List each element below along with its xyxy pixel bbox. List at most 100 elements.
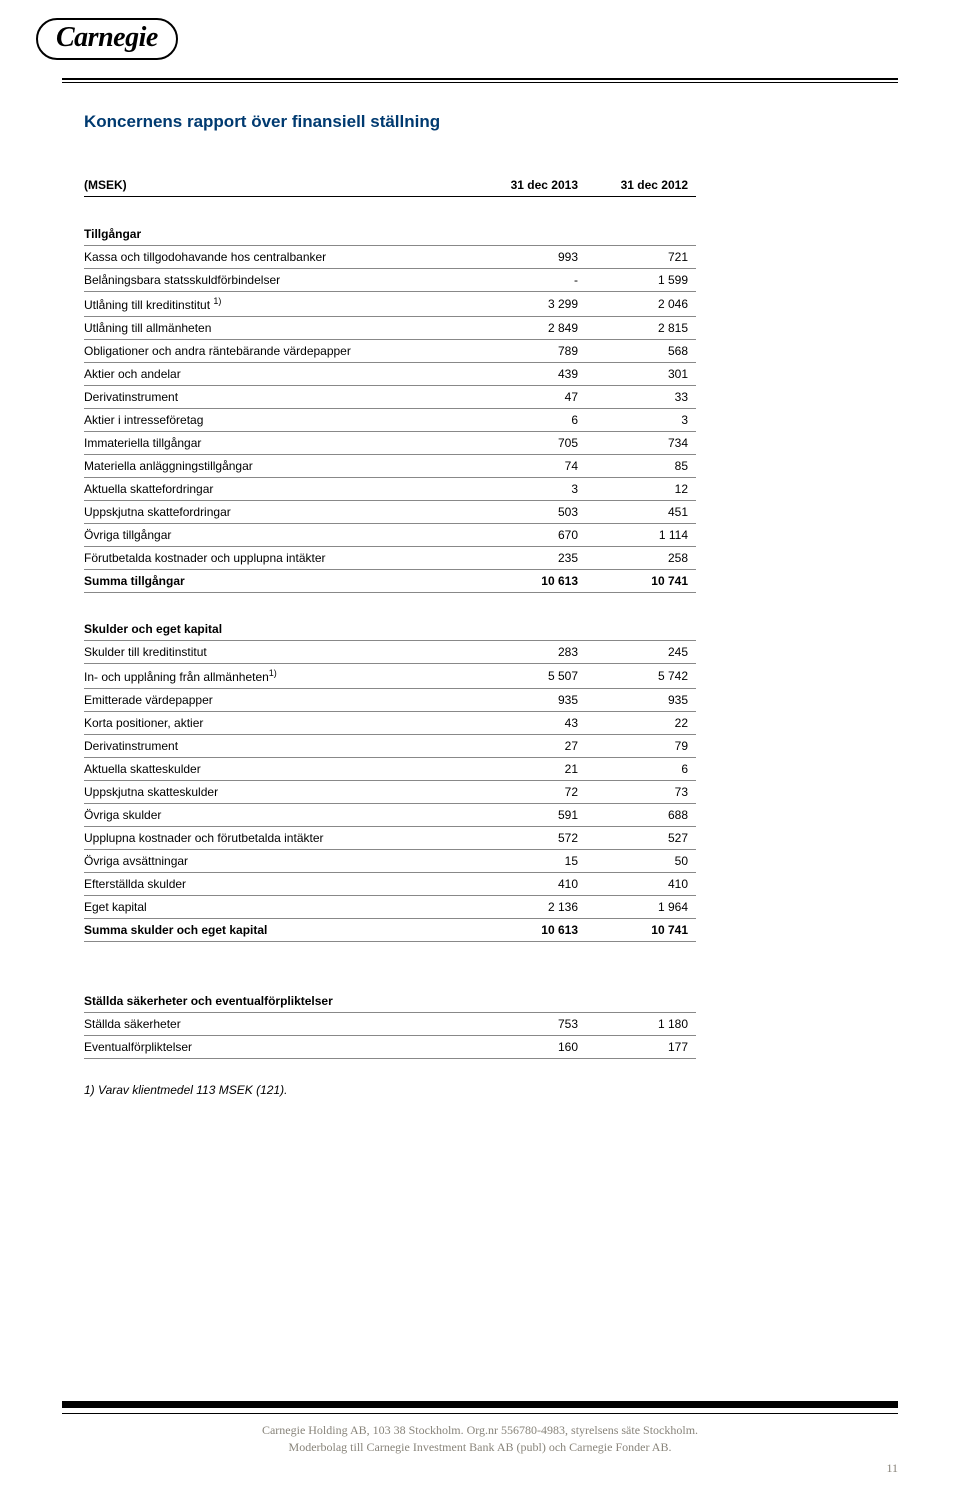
logo-wrap: Carnegie	[36, 18, 178, 60]
asset-label: Utlåning till kreditinstitut 1)	[84, 291, 476, 316]
asset-c2: 3	[586, 408, 696, 431]
pledged-row: Eventualförpliktelser160177	[84, 1035, 696, 1058]
asset-row: Obligationer och andra räntebärande värd…	[84, 339, 696, 362]
liab-row: Uppskjutna skatteskulder7273	[84, 781, 696, 804]
asset-c2: 301	[586, 362, 696, 385]
asset-label: Belåningsbara statsskuldförbindelser	[84, 268, 476, 291]
asset-label: Uppskjutna skattefordringar	[84, 500, 476, 523]
liab-c1: 27	[476, 735, 586, 758]
asset-c1: 670	[476, 523, 586, 546]
liab-c1: 15	[476, 850, 586, 873]
header-rule-thin	[62, 82, 898, 83]
brand-logo: Carnegie	[36, 18, 178, 60]
liab-sum-label: Summa skulder och eget kapital	[84, 919, 476, 942]
page-number: 11	[886, 1461, 898, 1476]
asset-label: Utlåning till allmänheten	[84, 316, 476, 339]
assets-heading-row: Tillgångar	[84, 219, 696, 246]
asset-c2: 33	[586, 385, 696, 408]
liab-label: Övriga skulder	[84, 804, 476, 827]
liab-sum-row: Summa skulder och eget kapital 10 613 10…	[84, 919, 696, 942]
liab-c1: 410	[476, 873, 586, 896]
asset-c1: 705	[476, 431, 586, 454]
asset-row: Aktier och andelar439301	[84, 362, 696, 385]
liab-c1: 935	[476, 689, 586, 712]
asset-c2: 12	[586, 477, 696, 500]
asset-c2: 258	[586, 546, 696, 569]
liab-label: Derivatinstrument	[84, 735, 476, 758]
liab-sum-c2: 10 741	[586, 919, 696, 942]
liab-row: Övriga skulder591688	[84, 804, 696, 827]
asset-c1: 789	[476, 339, 586, 362]
pledged-label: Ställda säkerheter	[84, 1012, 476, 1035]
footer-rule-thin	[62, 1413, 898, 1414]
header-msek: (MSEK)	[84, 174, 476, 197]
asset-c1: 3 299	[476, 291, 586, 316]
pledged-row: Ställda säkerheter7531 180	[84, 1012, 696, 1035]
liab-c1: 5 507	[476, 664, 586, 689]
pledged-c1: 753	[476, 1012, 586, 1035]
footnote: 1) Varav klientmedel 113 MSEK (121).	[84, 1083, 876, 1097]
liab-c2: 527	[586, 827, 696, 850]
asset-row: Uppskjutna skattefordringar503451	[84, 500, 696, 523]
liab-sum-c1: 10 613	[476, 919, 586, 942]
asset-c1: 6	[476, 408, 586, 431]
asset-c1: 74	[476, 454, 586, 477]
asset-c2: 2 815	[586, 316, 696, 339]
liab-c2: 73	[586, 781, 696, 804]
asset-row: Övriga tillgångar6701 114	[84, 523, 696, 546]
asset-c1: 3	[476, 477, 586, 500]
liab-c1: 72	[476, 781, 586, 804]
footer-line2: Moderbolag till Carnegie Investment Bank…	[289, 1440, 672, 1454]
asset-c2: 1 599	[586, 268, 696, 291]
liab-heading-row: Skulder och eget kapital	[84, 614, 696, 641]
liab-c2: 5 742	[586, 664, 696, 689]
asset-label: Immateriella tillgångar	[84, 431, 476, 454]
liab-row: Efterställda skulder410410	[84, 873, 696, 896]
asset-label: Övriga tillgångar	[84, 523, 476, 546]
liab-label: In- och upplåning från allmänheten1)	[84, 664, 476, 689]
asset-row: Utlåning till kreditinstitut 1)3 2992 04…	[84, 291, 696, 316]
liab-c2: 22	[586, 712, 696, 735]
asset-row: Derivatinstrument4733	[84, 385, 696, 408]
liab-c2: 245	[586, 641, 696, 664]
page-title: Koncernens rapport över finansiell ställ…	[84, 112, 876, 132]
liab-label: Aktuella skatteskulder	[84, 758, 476, 781]
asset-row: Förutbetalda kostnader och upplupna intä…	[84, 546, 696, 569]
liab-c1: 591	[476, 804, 586, 827]
asset-c1: 503	[476, 500, 586, 523]
asset-label: Aktier i intresseföretag	[84, 408, 476, 431]
header-col1: 31 dec 2013	[476, 174, 586, 197]
table-header-row: (MSEK) 31 dec 2013 31 dec 2012	[84, 174, 696, 197]
liab-label: Uppskjutna skatteskulder	[84, 781, 476, 804]
assets-sum-c1: 10 613	[476, 569, 586, 592]
asset-c1: 2 849	[476, 316, 586, 339]
asset-row: Belåningsbara statsskuldförbindelser-1 5…	[84, 268, 696, 291]
asset-label: Obligationer och andra räntebärande värd…	[84, 339, 476, 362]
pledged-heading-row: Ställda säkerheter och eventualförplikte…	[84, 986, 696, 1013]
liab-row: Upplupna kostnader och förutbetalda intä…	[84, 827, 696, 850]
liab-c2: 935	[586, 689, 696, 712]
pledged-c2: 1 180	[586, 1012, 696, 1035]
asset-row: Aktier i intresseföretag63	[84, 408, 696, 431]
header-col2: 31 dec 2012	[586, 174, 696, 197]
liab-row: Korta positioner, aktier4322	[84, 712, 696, 735]
liab-c1: 21	[476, 758, 586, 781]
asset-row: Kassa och tillgodohavande hos centralban…	[84, 245, 696, 268]
asset-row: Immateriella tillgångar705734	[84, 431, 696, 454]
content-area: Koncernens rapport över finansiell ställ…	[84, 112, 876, 1097]
liab-c1: 283	[476, 641, 586, 664]
liab-label: Eget kapital	[84, 896, 476, 919]
pledged-c1: 160	[476, 1035, 586, 1058]
liab-row: Emitterade värdepapper935935	[84, 689, 696, 712]
liab-row: Aktuella skatteskulder216	[84, 758, 696, 781]
liab-label: Skulder till kreditinstitut	[84, 641, 476, 664]
liab-c1: 2 136	[476, 896, 586, 919]
asset-row: Aktuella skattefordringar312	[84, 477, 696, 500]
asset-label: Materiella anläggningstillgångar	[84, 454, 476, 477]
liab-c2: 688	[586, 804, 696, 827]
liab-heading: Skulder och eget kapital	[84, 614, 696, 641]
assets-sum-row: Summa tillgångar 10 613 10 741	[84, 569, 696, 592]
asset-c2: 734	[586, 431, 696, 454]
asset-c2: 1 114	[586, 523, 696, 546]
asset-label: Kassa och tillgodohavande hos centralban…	[84, 245, 476, 268]
